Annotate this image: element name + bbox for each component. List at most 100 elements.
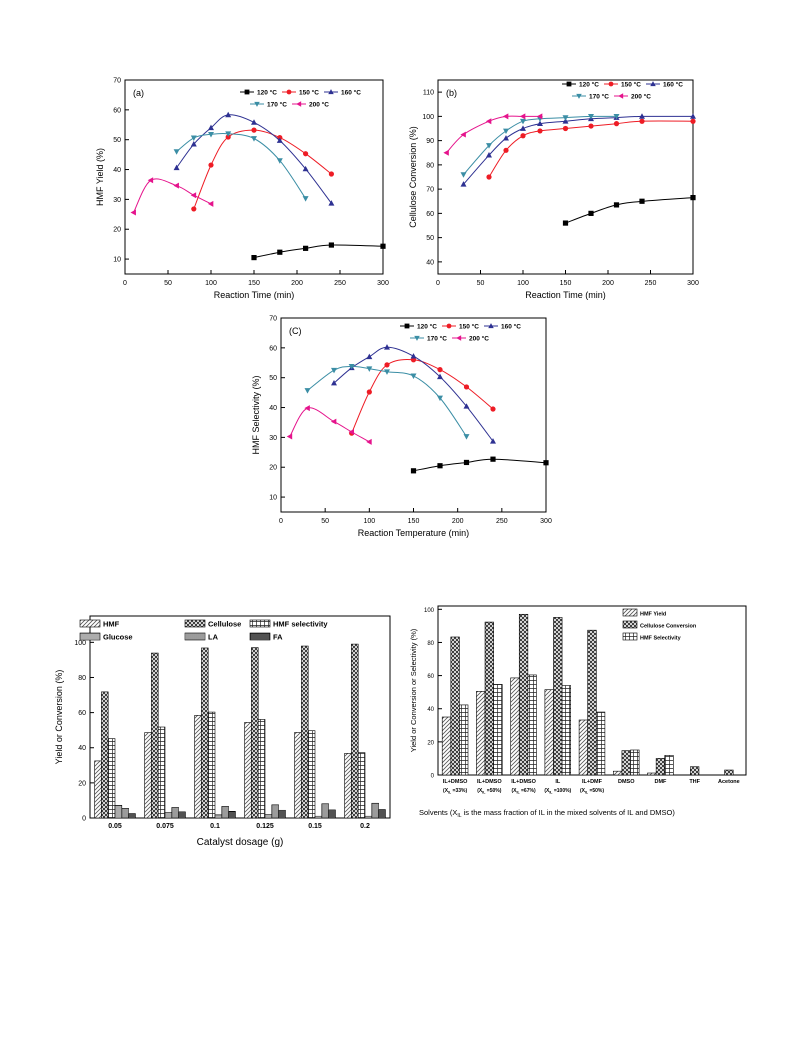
- bar: [251, 647, 259, 819]
- legend: 120 °C 150 °C 160 °C 170 °C 200 °C: [400, 323, 521, 343]
- bar: [301, 645, 309, 819]
- y-tick-label: 40: [113, 167, 121, 174]
- series-1: [486, 118, 696, 180]
- x-axis-label: Reaction Temperature (min): [358, 528, 469, 538]
- chart-d: 0 20 40 60 80 100 0.05 0.075 0.1 0.125 0.15 0.2 Yiel…: [54, 615, 391, 848]
- legend-label: Glucose: [103, 633, 133, 642]
- data-point: [191, 206, 197, 212]
- legend-marker: [488, 323, 494, 329]
- bar: [264, 814, 273, 819]
- x-axis-label: Solvents (XIL is the mass fraction of IL…: [419, 808, 675, 819]
- series-4: [286, 405, 372, 445]
- legend-label: 150 °C: [299, 89, 319, 97]
- bar: [194, 715, 202, 819]
- data-point: [503, 128, 509, 135]
- x-tick-label: 250: [496, 518, 508, 525]
- x-tick-label: 250: [645, 280, 657, 287]
- series-2: [460, 113, 696, 187]
- bar: [94, 760, 102, 819]
- legend-marker: [254, 101, 260, 107]
- chart-e: 0 20 40 60 80 100 IL+DMSO (XIL =33%) IL+DMSO (XIL…: [409, 605, 747, 819]
- y-tick-label: 30: [269, 435, 277, 442]
- data-point: [286, 433, 293, 440]
- data-point: [277, 249, 283, 255]
- legend-label: 120 °C: [579, 81, 599, 89]
- data-point: [588, 210, 594, 216]
- bar: [613, 770, 623, 776]
- y-tick-label: 0: [82, 816, 86, 823]
- data-point: [380, 243, 386, 249]
- y-tick-label: 20: [427, 740, 434, 746]
- x-tick-label: 200: [452, 518, 464, 525]
- x-tick-label: 0: [279, 518, 283, 525]
- data-point: [543, 460, 549, 466]
- data-point: [443, 149, 449, 156]
- bar: [228, 811, 236, 819]
- data-point: [562, 125, 569, 132]
- series-line: [176, 132, 307, 199]
- y-tick-label: 20: [78, 780, 86, 787]
- data-point: [303, 151, 309, 157]
- y-tick-label: 90: [426, 138, 434, 145]
- x-tick-label: 50: [321, 518, 329, 525]
- bar: [151, 652, 159, 819]
- legend-label: HMF selectivity: [273, 620, 328, 629]
- legend-marker: [566, 81, 572, 87]
- data-point: [486, 143, 492, 149]
- data-point: [251, 119, 257, 125]
- bar: [450, 636, 460, 776]
- bar: [561, 685, 571, 776]
- y-tick-label: 0: [431, 774, 435, 780]
- bar: [553, 617, 563, 776]
- panel-label: (a): [133, 88, 144, 98]
- bar: [544, 689, 554, 776]
- legend-swatch: [79, 632, 101, 641]
- legend-label: Cellulose Conversion: [640, 624, 697, 630]
- bar: [351, 643, 359, 819]
- y-tick-label: 60: [426, 211, 434, 218]
- legend-swatch: [622, 620, 638, 629]
- legend-label: 170 °C: [589, 93, 609, 101]
- bar: [459, 704, 469, 776]
- data-point: [225, 111, 232, 118]
- data-point: [490, 406, 496, 412]
- bar: [294, 732, 302, 819]
- plot-frame: [89, 615, 391, 819]
- category-label: IL+DMSO: [477, 779, 502, 785]
- series-2: [173, 111, 335, 206]
- legend-marker: [244, 89, 250, 95]
- series-line: [307, 365, 467, 437]
- y-axis-label: HMF Selectivity (%): [251, 375, 261, 454]
- data-point: [207, 200, 214, 207]
- data-point: [208, 162, 214, 168]
- data-point: [562, 220, 569, 226]
- category-label: 0.125: [256, 823, 274, 830]
- y-tick-label: 110: [423, 90, 434, 97]
- bar: [378, 809, 386, 819]
- data-point: [690, 195, 696, 201]
- series-line: [176, 114, 332, 204]
- y-tick-label: 80: [78, 675, 86, 682]
- series-4: [130, 177, 214, 216]
- category-label: 0.2: [360, 823, 370, 830]
- legend-swatch: [79, 619, 101, 628]
- legend-label: 150 °C: [621, 81, 641, 89]
- series-1: [191, 127, 334, 212]
- y-tick-label: 60: [427, 674, 434, 680]
- data-point: [562, 118, 569, 124]
- bar: [364, 815, 373, 819]
- legend: 120 °C 150 °C 160 °C 170 °C 200 °C: [562, 81, 683, 101]
- bar: [244, 722, 252, 819]
- data-point: [251, 136, 257, 142]
- data-point: [460, 181, 467, 187]
- data-point: [410, 353, 417, 359]
- category-label: 0.1: [210, 823, 220, 830]
- data-point: [463, 459, 470, 466]
- bar: [171, 807, 179, 819]
- data-point: [331, 379, 337, 386]
- category-label: IL+DMSO: [443, 779, 468, 785]
- x-tick-label: 300: [687, 280, 699, 287]
- category-label: 0.15: [308, 823, 322, 830]
- data-point: [328, 200, 335, 206]
- series-line: [253, 244, 384, 259]
